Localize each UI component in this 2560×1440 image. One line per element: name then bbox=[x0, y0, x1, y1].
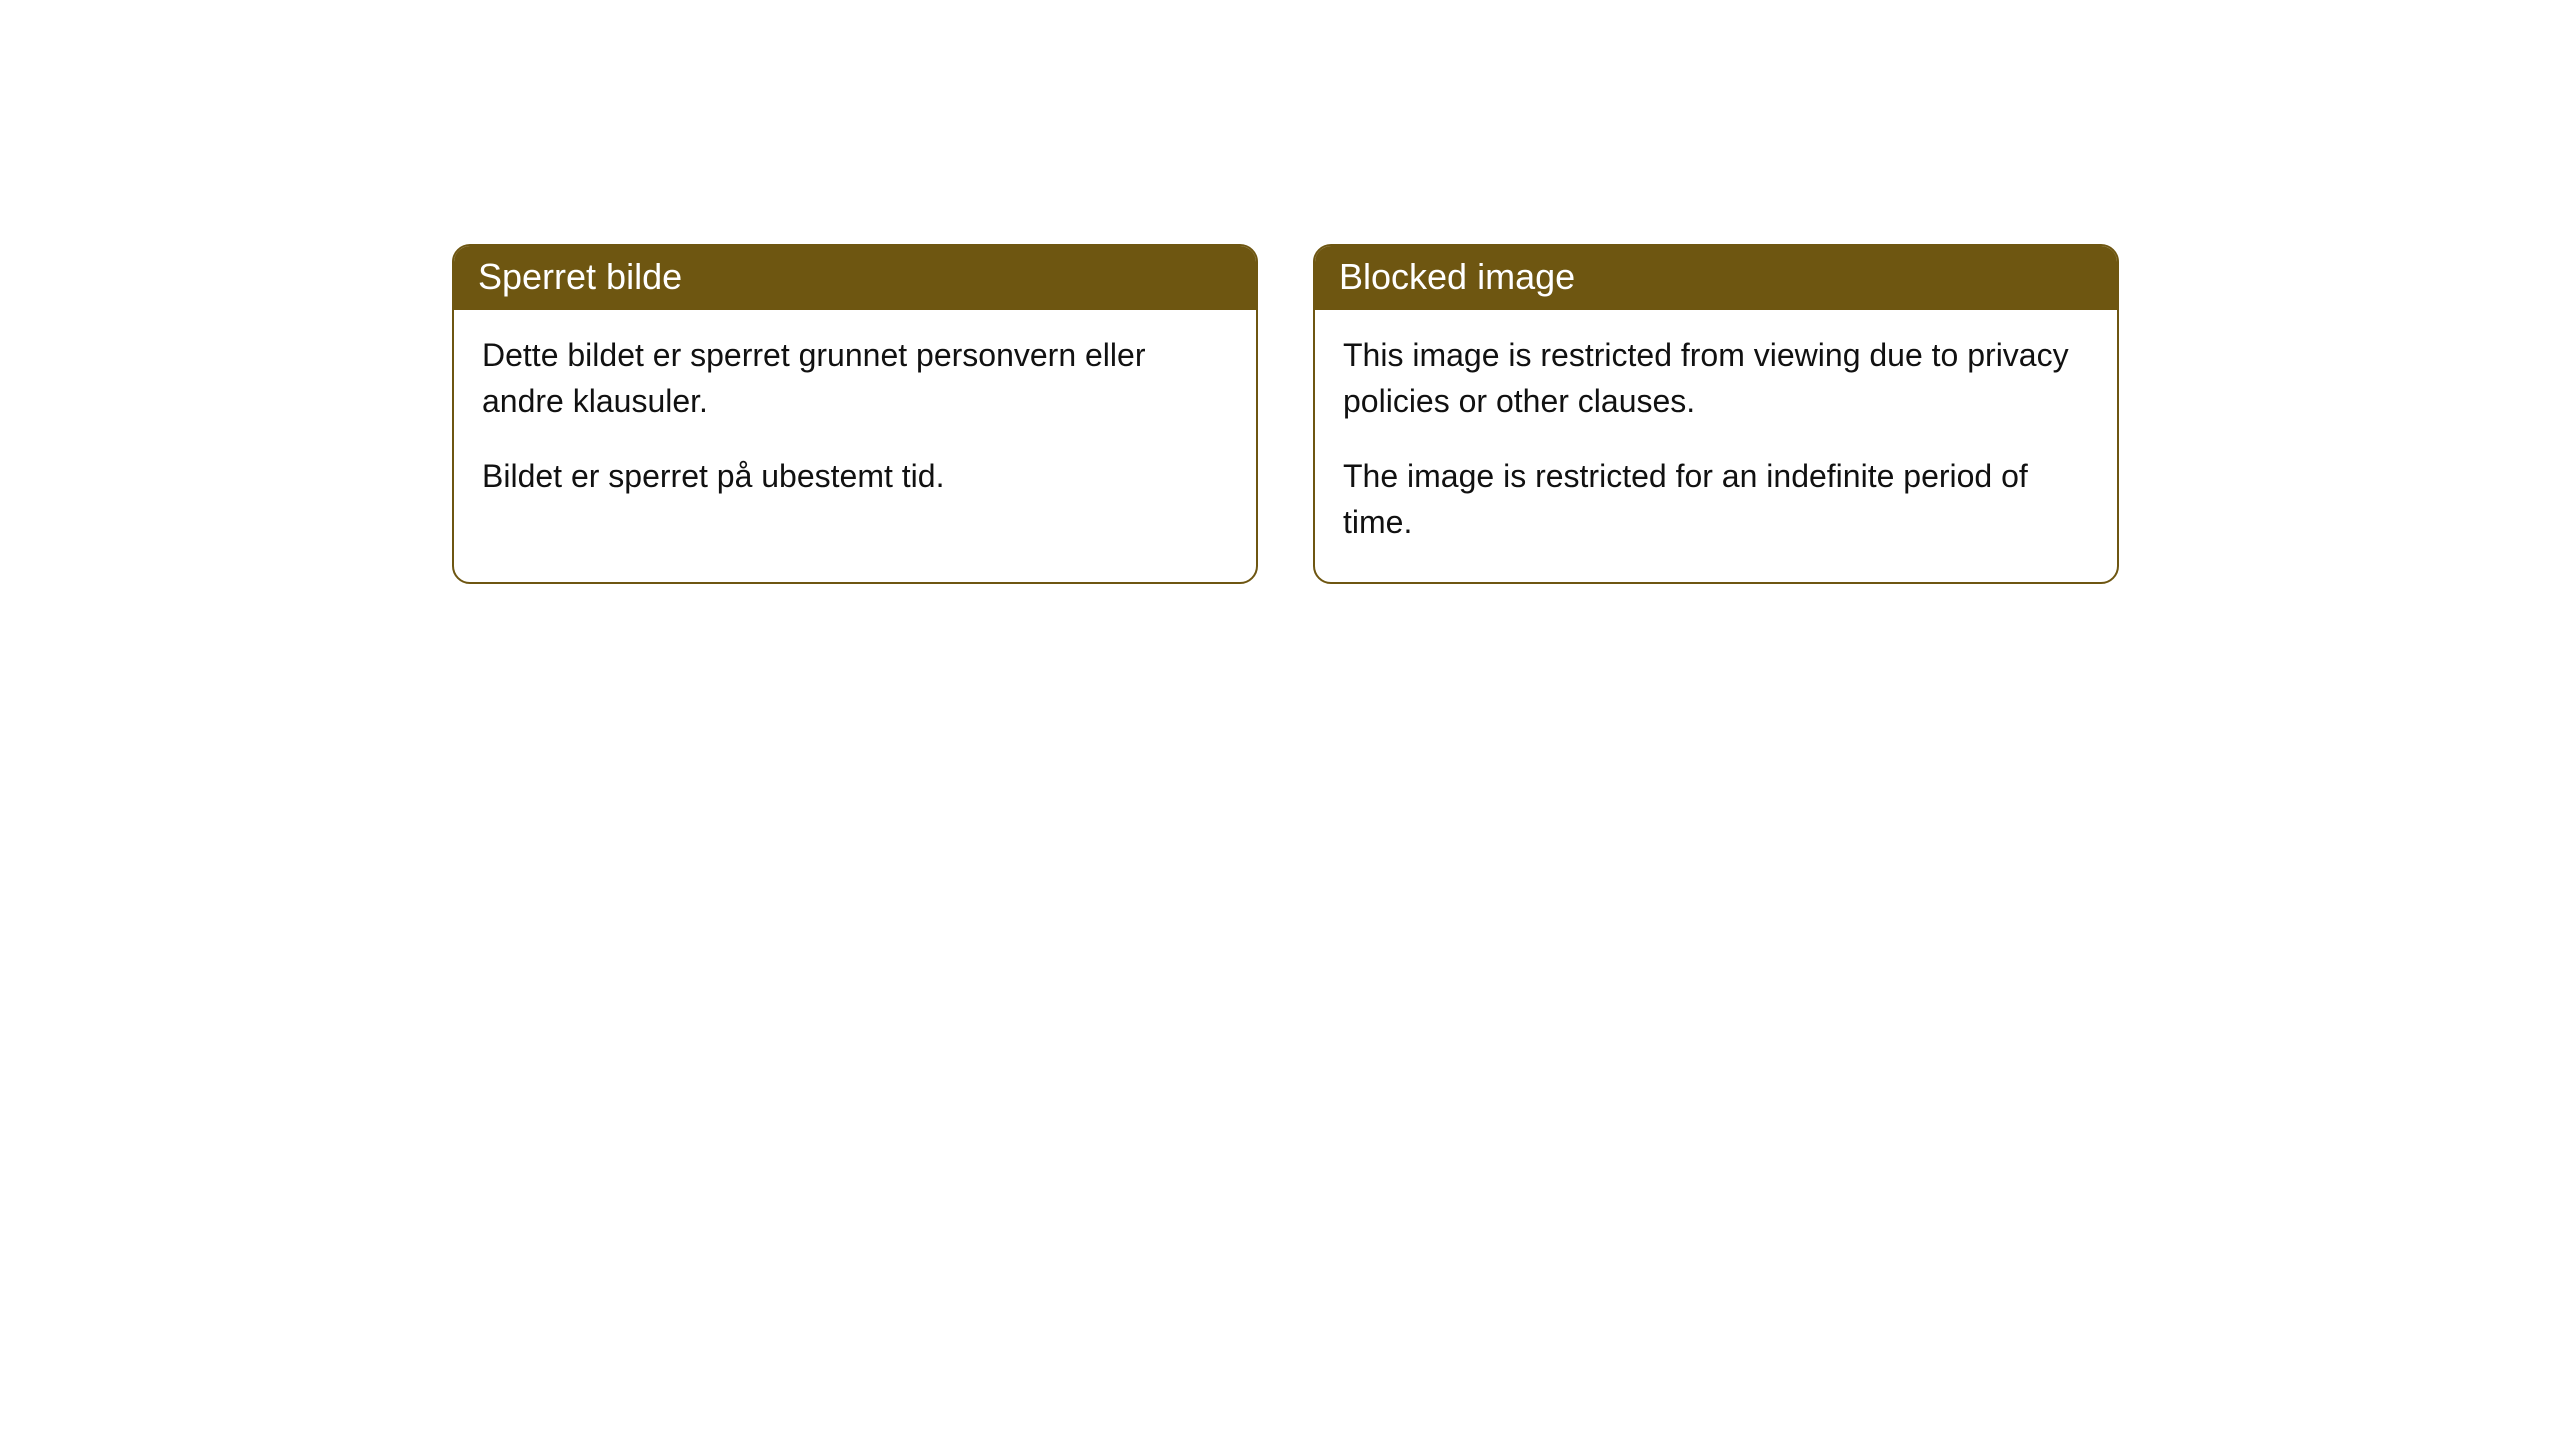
notice-text-en-1: This image is restricted from viewing du… bbox=[1343, 332, 2089, 425]
notice-card-norwegian: Sperret bilde Dette bildet er sperret gr… bbox=[452, 244, 1258, 584]
notice-header-no: Sperret bilde bbox=[454, 246, 1256, 310]
notice-text-no-1: Dette bildet er sperret grunnet personve… bbox=[482, 332, 1228, 425]
notice-body-en: This image is restricted from viewing du… bbox=[1315, 310, 2117, 582]
notice-text-en-2: The image is restricted for an indefinit… bbox=[1343, 453, 2089, 546]
notice-body-no: Dette bildet er sperret grunnet personve… bbox=[454, 310, 1256, 535]
notice-card-english: Blocked image This image is restricted f… bbox=[1313, 244, 2119, 584]
notice-container: Sperret bilde Dette bildet er sperret gr… bbox=[452, 244, 2119, 584]
notice-text-no-2: Bildet er sperret på ubestemt tid. bbox=[482, 453, 1228, 499]
notice-header-en: Blocked image bbox=[1315, 246, 2117, 310]
